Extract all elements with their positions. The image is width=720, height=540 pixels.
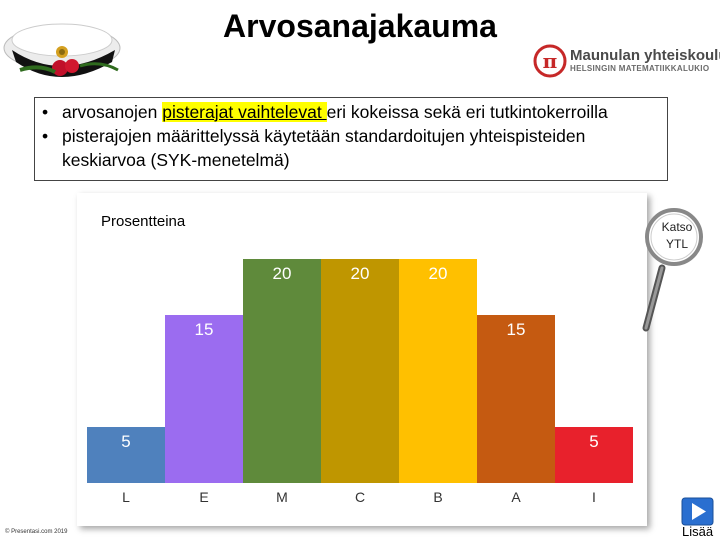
bar-value-label: 15	[195, 320, 214, 339]
play-arrow-icon	[692, 503, 706, 520]
bullet-2-line-2: keskiarvoa (SYK-menetelmä)	[62, 150, 290, 170]
bar-value-label: 5	[589, 432, 598, 451]
bar-I	[555, 427, 633, 483]
bar-M	[243, 259, 321, 483]
slide-title: Arvosanajakauma	[223, 8, 497, 44]
bullet-1: • arvosanojen pisterajat vaihtelevat eri …	[42, 102, 608, 122]
category-label: B	[433, 489, 442, 505]
bar-A	[477, 315, 555, 483]
bullet-1-text-end: eri kokeissa sekä eri tutkintokerroilla	[326, 102, 608, 122]
bar-C	[321, 259, 399, 483]
school-logo: π Maunulan yhteiskoulu HELSINGIN MATEMAT…	[533, 44, 720, 78]
bar-value-label: 20	[351, 264, 370, 283]
bullet-2: • pisterajojen määrittelyssä käytetään st…	[42, 126, 586, 146]
next-button-label[interactable]: Lisää	[682, 524, 714, 539]
copyright-text: © Presentasi.com 2019	[5, 529, 68, 535]
category-label: E	[199, 489, 208, 505]
logo-name: Maunulan yhteiskoulu	[570, 47, 720, 64]
bar-L	[87, 427, 165, 483]
graduation-cap-image	[3, 23, 121, 77]
magnifier-icon[interactable]	[640, 206, 710, 336]
callout-line-1: Katso	[661, 220, 693, 234]
next-button[interactable]	[681, 497, 714, 530]
bar-value-label: 5	[121, 432, 130, 451]
bar-value-label: 20	[429, 264, 448, 283]
bar-B	[399, 259, 477, 483]
category-label: C	[355, 489, 365, 505]
bullet-box: • arvosanojen pisterajat vaihtelevat eri …	[34, 97, 668, 181]
callout-line-2: YTL	[665, 237, 688, 251]
bar-E	[165, 315, 243, 483]
category-label: I	[592, 489, 596, 505]
chart-title: Prosentteina	[101, 213, 186, 230]
category-label: M	[276, 489, 288, 505]
bullet-1-highlight: pisterajat vaihtelevat	[162, 102, 327, 122]
category-label: A	[511, 489, 521, 505]
bullet-1-text-start: arvosanojen	[62, 102, 163, 122]
bar-value-label: 20	[273, 264, 292, 283]
pi-logo-icon: π	[533, 44, 567, 78]
bar-value-label: 15	[507, 320, 526, 339]
bullet-2-line-1: pisterajojen määrittelyssä käytetään sta…	[62, 126, 586, 146]
logo-subtitle: HELSINGIN MATEMATIIKKALUKIO	[570, 64, 710, 73]
magnifier-callout[interactable]: Katso YTL	[648, 219, 706, 253]
svg-text:π: π	[543, 49, 558, 73]
category-label: L	[122, 489, 130, 505]
